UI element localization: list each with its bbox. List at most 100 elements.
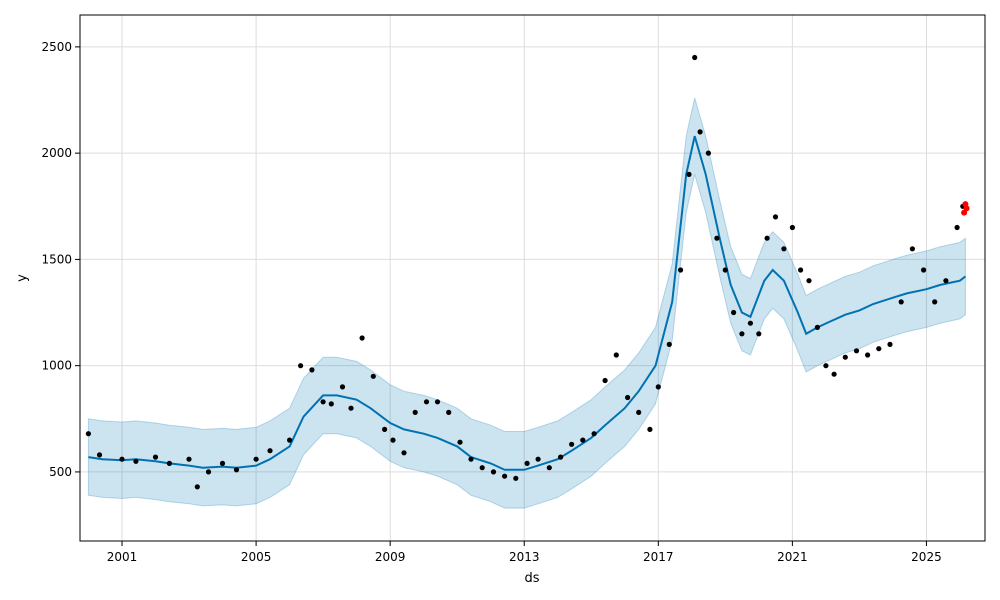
observed-point [722, 267, 728, 273]
observed-point [186, 456, 192, 462]
observed-point [831, 371, 837, 377]
observed-point [479, 465, 485, 471]
y-tick-label: 1000 [41, 359, 72, 373]
observed-point [535, 456, 541, 462]
observed-points [85, 54, 966, 490]
observed-point [401, 450, 407, 456]
observed-point [806, 278, 812, 284]
recent-points [961, 201, 970, 216]
x-tick-label: 2005 [241, 550, 272, 564]
observed-point [747, 320, 754, 326]
observed-point [468, 456, 474, 462]
observed-point [625, 394, 631, 401]
observed-point [909, 246, 916, 252]
x-tick-label: 2025 [911, 550, 942, 564]
y-tick-label: 500 [49, 465, 72, 479]
observed-point [876, 346, 882, 352]
x-tick-label: 2001 [107, 550, 138, 564]
observed-point [666, 341, 672, 347]
x-tick-label: 2013 [509, 550, 540, 564]
observed-point [705, 150, 712, 156]
forecast-line-path [88, 135, 967, 471]
observed-point [739, 331, 745, 337]
observed-point [932, 299, 938, 305]
y-tick-label: 2000 [41, 146, 72, 160]
observed-point [789, 224, 796, 231]
observed-point [853, 348, 860, 354]
observed-point [490, 469, 497, 475]
observed-point [370, 373, 376, 379]
observed-point [558, 454, 564, 460]
observed-point [339, 384, 346, 390]
observed-point [865, 352, 871, 358]
x-tick-label: 2021 [777, 550, 808, 564]
observed-point [921, 267, 927, 273]
observed-point [524, 460, 530, 466]
observed-point [823, 363, 829, 369]
observed-point [546, 465, 552, 471]
y-axis-label: y [15, 274, 30, 282]
observed-point [328, 401, 334, 407]
plot-background [80, 15, 985, 541]
observed-point [423, 399, 430, 405]
observed-point [580, 437, 586, 443]
observed-point [954, 224, 960, 231]
observed-point [434, 399, 441, 405]
observed-point [655, 384, 661, 390]
observed-point [613, 352, 619, 358]
observed-point [602, 377, 608, 384]
observed-point [298, 363, 304, 369]
observed-point [591, 431, 597, 437]
observed-point [781, 246, 787, 252]
observed-point [678, 267, 684, 273]
observed-point [166, 460, 172, 466]
observed-point [502, 473, 508, 479]
observed-point [219, 460, 226, 466]
recent-point [963, 205, 970, 212]
observed-point [119, 456, 125, 462]
observed-point [267, 448, 273, 454]
observed-point [390, 437, 396, 443]
observed-point [731, 309, 737, 316]
observed-point [692, 54, 698, 61]
observed-point [253, 456, 259, 462]
x-axis: 2001 2005 2009 2013 2017 2021 2025 [107, 541, 942, 564]
observed-point [457, 439, 463, 445]
observed-point [287, 437, 293, 443]
observed-point [152, 454, 159, 460]
observed-point [636, 409, 642, 415]
observed-point [133, 458, 139, 464]
observed-point [359, 335, 365, 341]
observed-point [898, 299, 904, 305]
observed-point [697, 129, 703, 135]
observed-point [513, 475, 519, 481]
observed-point [348, 405, 354, 411]
x-tick-label: 2009 [375, 550, 406, 564]
observed-point [569, 441, 575, 447]
observed-point [647, 426, 653, 432]
plot-frame [79, 14, 986, 542]
observed-point [686, 171, 692, 177]
observed-point [943, 278, 949, 284]
observed-point [96, 452, 103, 458]
observed-point [772, 214, 779, 220]
observed-point [756, 331, 762, 337]
grid [80, 15, 985, 541]
observed-point [814, 324, 821, 330]
observed-point [446, 409, 452, 415]
observed-point [412, 409, 418, 415]
observed-point [842, 354, 848, 360]
observed-point [714, 235, 720, 241]
observed-point [798, 267, 804, 273]
y-tick-label: 1500 [41, 252, 72, 266]
y-axis: 500 1000 1500 2000 2500 [41, 40, 80, 479]
observed-point [887, 341, 893, 347]
x-tick-label: 2017 [643, 550, 674, 564]
observed-point [194, 484, 200, 490]
observed-point [85, 431, 91, 437]
observed-point [205, 469, 212, 475]
observed-point [320, 399, 326, 405]
y-tick-label: 2500 [41, 40, 72, 54]
observed-point [382, 426, 388, 432]
